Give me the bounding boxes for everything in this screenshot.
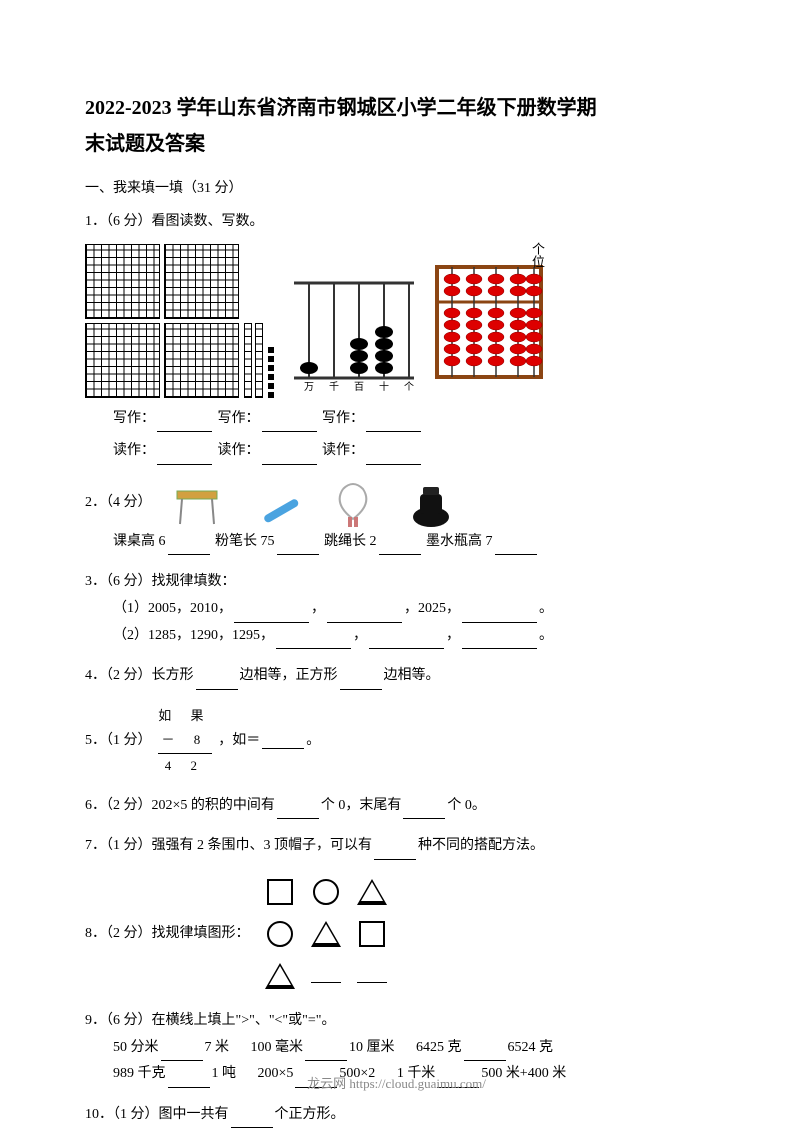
ink-bottle-icon bbox=[406, 479, 456, 529]
square-icon bbox=[359, 921, 385, 947]
q1-header: 1．（6 分）看图读数、写数。 bbox=[85, 209, 708, 236]
hundred-block bbox=[164, 323, 239, 398]
question-2: 2．（4 分） 课桌高 6 粉笔长 75 跳绳长 2 墨水瓶高 7 bbox=[85, 479, 708, 556]
q3-row2: （2）1285，1290，1295，，，。 bbox=[85, 623, 708, 650]
circle-icon bbox=[267, 921, 293, 947]
hundred-block bbox=[85, 323, 160, 398]
question-1: 1．（6 分）看图读数、写数。 bbox=[85, 209, 708, 465]
abacus-label: 个位 bbox=[524, 242, 549, 268]
abacus-2-wrapper: 个位 bbox=[434, 257, 544, 398]
question-8: 8．（2 分）找规律填图形： bbox=[85, 874, 708, 994]
question-5: 5．（1 分） 如 果 － 8 4 2 ，如＝。 bbox=[85, 704, 708, 779]
shape-blank bbox=[357, 969, 387, 983]
shape-blank bbox=[311, 969, 341, 983]
abacus-2-icon bbox=[434, 257, 544, 387]
svg-text:千: 千 bbox=[329, 381, 339, 393]
section-1-header: 一、我来填一填（31 分） bbox=[85, 177, 708, 197]
q1-blocks bbox=[85, 244, 274, 398]
triangle-icon bbox=[265, 963, 295, 989]
title-line1: 2022-2023 学年山东省济南市钢城区小学二年级下册数学期 bbox=[85, 90, 708, 126]
desk-icon bbox=[172, 479, 222, 529]
title-line2: 末试题及答案 bbox=[85, 126, 708, 162]
triangle-icon bbox=[311, 921, 341, 947]
exam-title: 2022-2023 学年山东省济南市钢城区小学二年级下册数学期 末试题及答案 bbox=[85, 90, 708, 162]
q3-row1: （1）2005，2010，，，2025，。 bbox=[85, 596, 708, 623]
question-7: 7．（1 分）强强有 2 条围巾、3 顶帽子，可以有种不同的搭配方法。 bbox=[85, 833, 708, 860]
q5-fraction: 如 果 － 8 4 2 bbox=[158, 704, 213, 779]
circle-icon bbox=[313, 879, 339, 905]
q1-figures: 万 千 百 十 个 个位 bbox=[85, 244, 708, 398]
q3-header: 3．（6 分）找规律填数： bbox=[85, 569, 708, 596]
square-icon bbox=[267, 879, 293, 905]
chalk-icon bbox=[250, 479, 300, 529]
ten-block bbox=[255, 323, 263, 398]
question-3: 3．（6 分）找规律填数： （1）2005，2010，，，2025，。 （2）1… bbox=[85, 569, 708, 649]
q1-write-row: 写作： 写作： 写作： bbox=[85, 406, 708, 433]
q2-header: 2．（4 分） bbox=[85, 490, 152, 517]
rope-icon bbox=[328, 479, 378, 529]
question-10: 10．（1 分）图中一共有个正方形。 bbox=[85, 1102, 708, 1128]
q9-row1: 50 分米7 米 100 毫米10 厘米 6425 克6524 克 bbox=[85, 1035, 708, 1062]
abacus-1-icon: 万千百十个 bbox=[289, 268, 419, 398]
question-6: 6．（2 分）202×5 的积的中间有个 0，末尾有个 0。 bbox=[85, 793, 708, 820]
ten-block bbox=[244, 323, 252, 398]
q2-images bbox=[172, 479, 456, 529]
triangle-icon bbox=[357, 879, 387, 905]
q1-read-row: 读作： 读作： 读作： bbox=[85, 438, 708, 465]
svg-text:个: 个 bbox=[404, 381, 414, 393]
q8-shapes bbox=[260, 874, 392, 994]
footer-watermark: 龙云网 https://cloud.guaimu.com/ bbox=[0, 1073, 793, 1092]
svg-text:百: 百 bbox=[354, 381, 364, 393]
hundred-block bbox=[85, 244, 160, 319]
svg-text:万: 万 bbox=[304, 382, 314, 393]
q2-answers: 课桌高 6 粉笔长 75 跳绳长 2 墨水瓶高 7 bbox=[85, 529, 708, 556]
q9-header: 9．（6 分）在横线上填上">"、"<"或"="。 bbox=[85, 1008, 708, 1035]
question-4: 4．（2 分）长方形边相等，正方形边相等。 bbox=[85, 663, 708, 690]
unit-blocks bbox=[268, 347, 274, 398]
svg-text:十: 十 bbox=[379, 380, 389, 393]
hundred-block bbox=[164, 244, 239, 319]
